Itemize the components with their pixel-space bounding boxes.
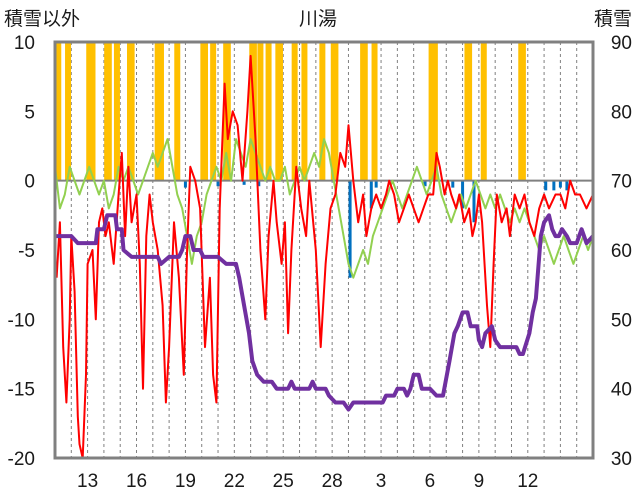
negative-bar	[461, 180, 465, 209]
precip-bar	[89, 42, 96, 181]
negative-bars	[183, 180, 569, 278]
precip-bar	[371, 42, 378, 181]
plot-frame	[53, 40, 595, 460]
x-axis: 13 16 19 22 25 28 3 6 9 12	[77, 471, 538, 492]
y-left-tick-label: -20	[8, 449, 35, 470]
precip-bar	[301, 42, 308, 181]
y-left-tick-label: 10	[14, 33, 35, 54]
negative-bar	[257, 180, 261, 187]
green-series-line	[54, 138, 594, 279]
negative-bar	[242, 180, 246, 185]
y-left-tick-label: -15	[8, 380, 35, 401]
precip-bar	[224, 42, 231, 181]
y-axis-right: 90 80 70 60 50 40 30	[611, 33, 632, 470]
precip-bar	[480, 42, 487, 181]
negative-bar	[374, 180, 378, 188]
negative-bar	[423, 180, 427, 187]
series	[54, 54, 595, 459]
negative-bar	[451, 180, 455, 188]
precip-bar	[466, 42, 473, 181]
negative-bar	[216, 180, 220, 187]
y-axis-left: 10 5 0 -5 -10 -15 -20	[8, 33, 35, 470]
negative-bar	[183, 180, 187, 188]
x-tick-label: 16	[126, 471, 147, 492]
precip-bar	[431, 42, 438, 181]
precip-bars	[55, 42, 526, 181]
right-axis-label: 積雪	[594, 8, 632, 30]
precip-bar	[332, 42, 339, 181]
x-tick-label: 22	[224, 471, 245, 492]
precip-bar	[86, 42, 93, 181]
precip-bar	[201, 42, 208, 181]
precip-bar	[174, 42, 181, 181]
precip-bar	[55, 42, 62, 181]
precip-bar	[105, 42, 112, 181]
precip-bar	[113, 42, 120, 181]
x-tick-label: 3	[376, 471, 387, 492]
x-tick-label: 9	[474, 471, 485, 492]
negative-bar	[369, 180, 373, 209]
y-right-tick-label: 80	[611, 102, 632, 123]
red-series-line	[55, 54, 594, 459]
precip-bar	[319, 42, 326, 181]
chart-title: 川湯	[299, 8, 337, 30]
y-left-tick-label: 0	[24, 172, 35, 193]
precip-bar	[157, 42, 164, 181]
y-right-tick-label: 30	[611, 449, 632, 470]
precip-bar	[276, 42, 283, 181]
y-right-tick-label: 60	[611, 241, 632, 262]
precip-bar	[361, 42, 368, 181]
negative-bar	[472, 180, 476, 223]
precip-bar	[265, 42, 272, 181]
negative-bar	[348, 180, 352, 278]
precip-bar	[210, 42, 217, 181]
x-tick-label: 28	[322, 471, 343, 492]
x-tick-label: 25	[273, 471, 294, 492]
negative-bar	[544, 180, 548, 191]
x-tick-label: 13	[77, 471, 98, 492]
x-tick-label: 6	[425, 471, 436, 492]
y-left-tick-label: -5	[18, 241, 35, 262]
left-axis-label: 積雪以外	[4, 8, 80, 30]
y-left-tick-label: -10	[8, 310, 35, 331]
negative-bar	[552, 180, 556, 191]
negative-bar	[558, 180, 562, 188]
x-tick-label: 12	[517, 471, 538, 492]
y-left-tick-label: 5	[24, 102, 35, 123]
y-right-tick-label: 50	[611, 310, 632, 331]
y-right-tick-label: 40	[611, 380, 632, 401]
y-right-tick-label: 90	[611, 33, 632, 54]
precip-bar	[128, 42, 135, 181]
precip-bar	[65, 42, 72, 181]
x-tick-label: 19	[175, 471, 196, 492]
negative-bar	[565, 180, 569, 191]
precip-bar	[257, 42, 264, 181]
precip-bar	[291, 42, 298, 181]
snow-depth-line	[55, 213, 595, 412]
y-right-tick-label: 70	[611, 172, 632, 193]
precip-bar	[519, 42, 526, 181]
